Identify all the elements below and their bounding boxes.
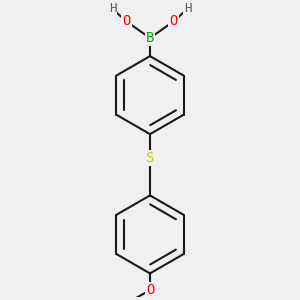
Text: O: O bbox=[146, 283, 154, 297]
Text: O: O bbox=[122, 14, 130, 28]
Text: B: B bbox=[146, 31, 154, 45]
Text: H: H bbox=[109, 2, 116, 15]
Text: H: H bbox=[184, 2, 191, 15]
Text: O: O bbox=[169, 14, 178, 28]
Text: S: S bbox=[146, 151, 154, 165]
